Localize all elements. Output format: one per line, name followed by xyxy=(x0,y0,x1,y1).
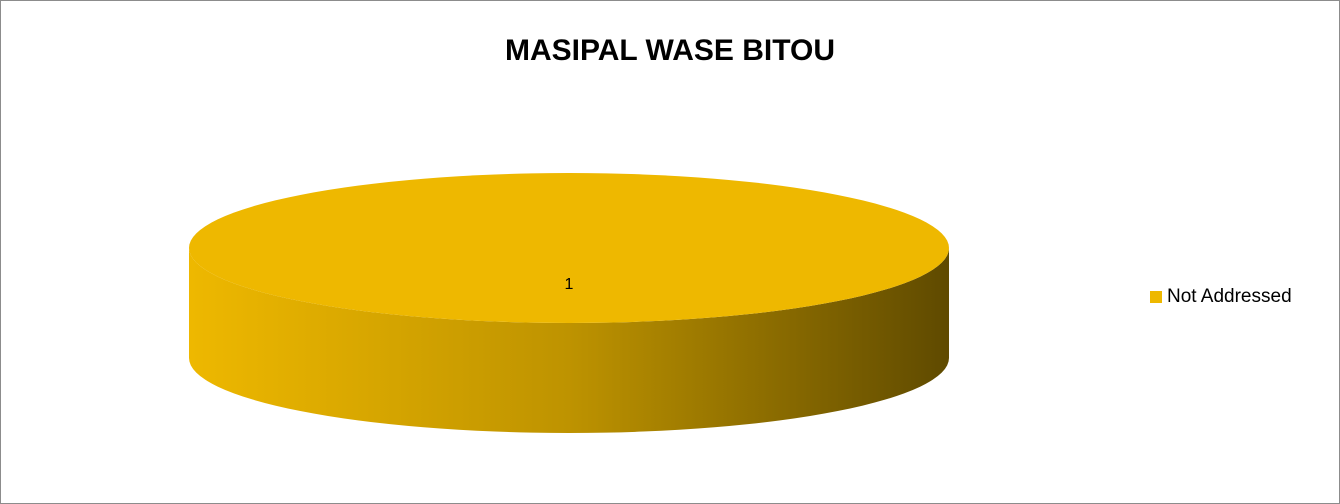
data-label: 1 xyxy=(565,276,574,293)
legend-label: Not Addressed xyxy=(1167,286,1292,307)
chart-title: MASIPAL WASE BITOU xyxy=(505,34,835,67)
pie-slice-side xyxy=(189,248,949,433)
pie-slice xyxy=(189,173,949,323)
legend-swatch xyxy=(1150,291,1162,303)
